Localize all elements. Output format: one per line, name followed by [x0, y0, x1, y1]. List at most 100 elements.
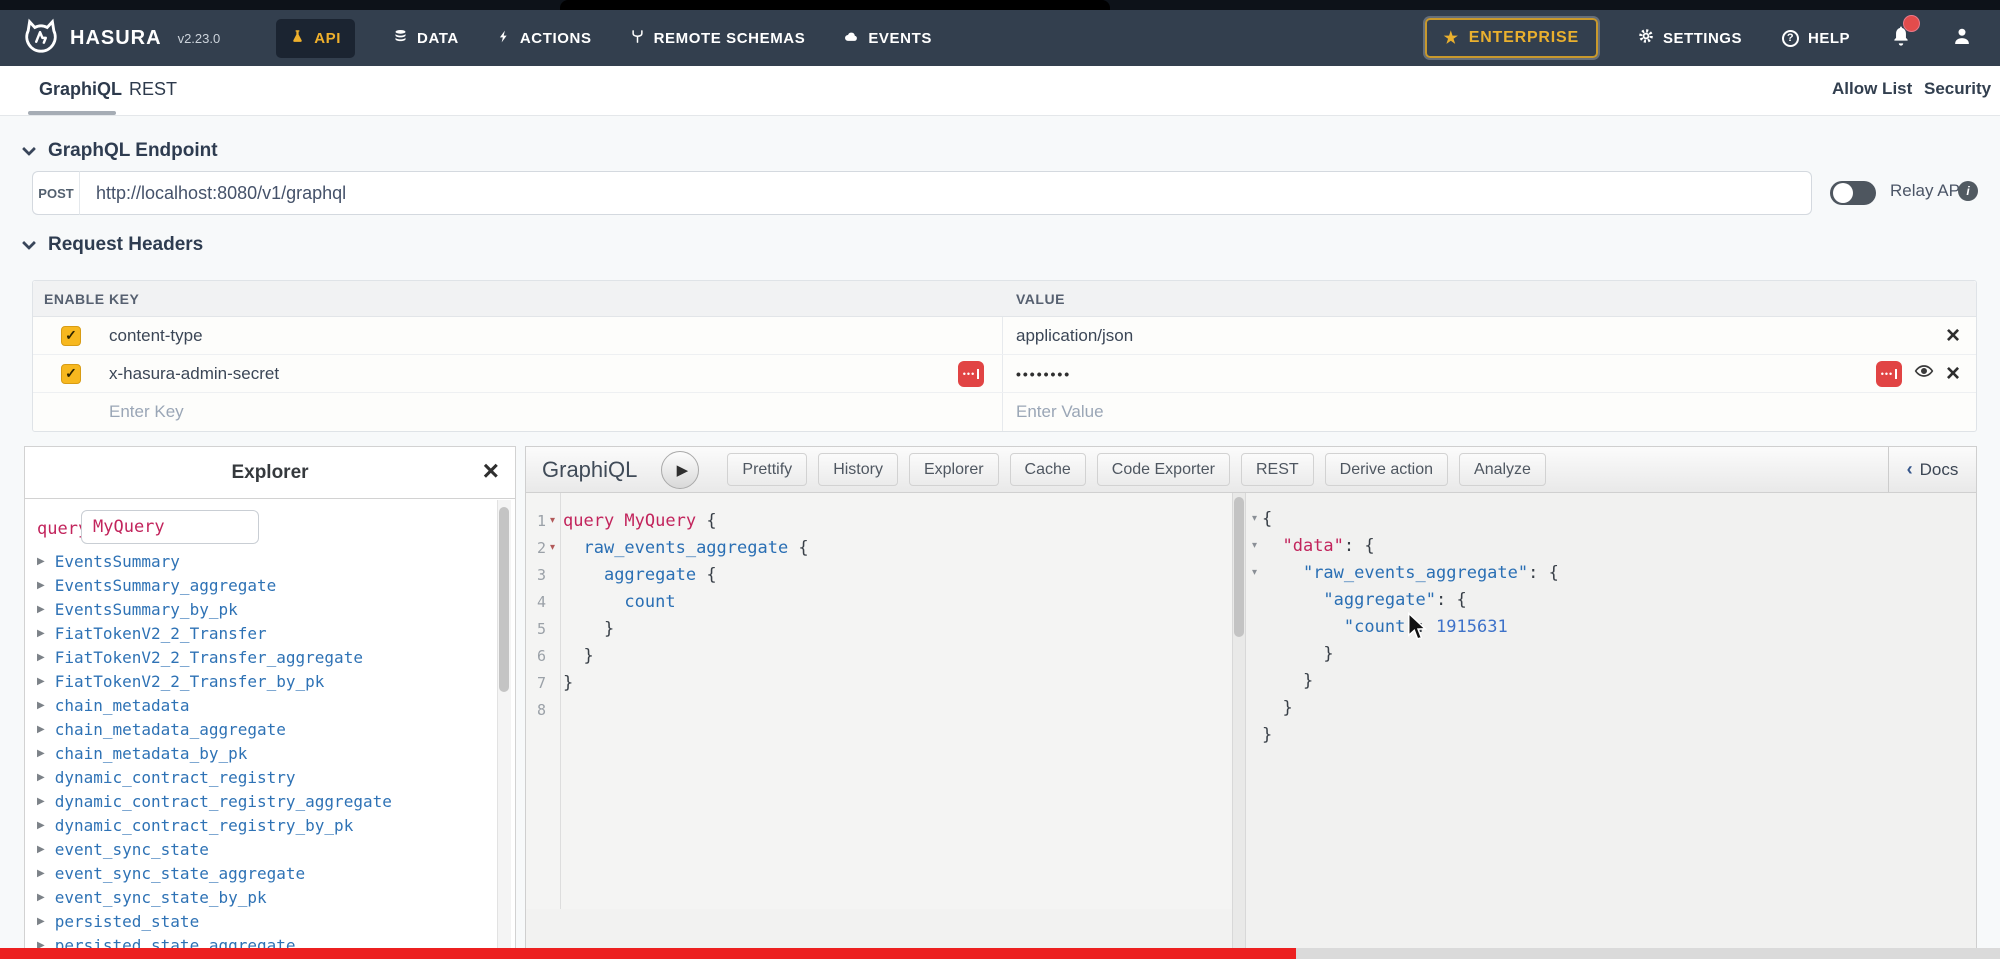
- nav-item-remote-schemas[interactable]: REMOTE SCHEMAS: [630, 29, 806, 48]
- relay-api-toggle[interactable]: [1830, 181, 1876, 205]
- code-exporter-button[interactable]: Code Exporter: [1096, 453, 1230, 486]
- column-value: VALUE: [1016, 290, 1065, 307]
- explorer-field[interactable]: ▶ chain_metadata_by_pk: [37, 743, 248, 763]
- tab-security[interactable]: Security: [1924, 79, 1992, 98]
- analyze-button[interactable]: Analyze: [1459, 453, 1546, 486]
- explorer-button[interactable]: Explorer: [908, 453, 999, 486]
- query-name-input[interactable]: MyQuery: [81, 510, 259, 544]
- query-keyword-label: query: [37, 519, 89, 539]
- endpoint-row: POST http://localhost:8080/v1/graphql: [32, 171, 1812, 215]
- explorer-field[interactable]: ▶ EventsSummary_by_pk: [37, 599, 238, 619]
- enable-checkbox[interactable]: ✓: [61, 325, 81, 346]
- editor-gutter: 1 ▾ 2 ▾ 3 4 5 6 7 8: [526, 493, 561, 909]
- rest-button[interactable]: REST: [1240, 453, 1314, 486]
- chevron-down-icon: [21, 235, 37, 251]
- close-icon[interactable]: ×: [482, 455, 499, 486]
- header-key-input[interactable]: content-type: [109, 325, 203, 345]
- remove-header-icon[interactable]: ×: [1945, 359, 1960, 387]
- tab-graphiql[interactable]: GraphiQL: [39, 79, 123, 99]
- window-top-strip: [0, 0, 2000, 10]
- brand-name: HASURA: [70, 26, 162, 49]
- docs-button[interactable]: ‹ Docs: [1888, 447, 1976, 492]
- expand-arrow-icon: ▶: [37, 675, 45, 687]
- bolt-icon: [497, 29, 511, 48]
- explorer-field[interactable]: ▶ persisted_state_aggregate: [37, 935, 296, 950]
- history-button[interactable]: History: [818, 453, 898, 486]
- remove-header-icon[interactable]: ×: [1945, 321, 1960, 349]
- explorer-field[interactable]: ▶ dynamic_contract_registry: [37, 767, 296, 787]
- explorer-field[interactable]: ▶ event_sync_state_aggregate: [37, 863, 306, 883]
- explorer-field[interactable]: ▶ EventsSummary: [37, 551, 180, 571]
- prettify-button[interactable]: Prettify: [727, 453, 808, 486]
- scrollbar-thumb[interactable]: [1234, 497, 1244, 637]
- fold-arrow-icon[interactable]: ▾: [1251, 540, 1258, 551]
- explorer-field[interactable]: ▶ FiatTokenV2_2_Transfer_by_pk: [37, 671, 325, 691]
- explorer-field[interactable]: ▶ event_sync_state: [37, 839, 209, 859]
- flask-icon: [290, 29, 305, 48]
- enter-value-input[interactable]: Enter Value: [1016, 402, 1104, 421]
- masked-secret-value[interactable]: ••••••••: [1016, 365, 1072, 382]
- response-json: { "data": { "raw_events_aggregate": { "a…: [1262, 508, 1559, 745]
- password-manager-icon[interactable]: •••: [1875, 360, 1902, 387]
- toolbar-buttons: Prettify History Explorer Cache Code Exp…: [727, 453, 1546, 486]
- response-gutter: ▾ ▾ ▾: [1248, 505, 1261, 586]
- execute-query-button[interactable]: ▶: [661, 450, 700, 489]
- notifications-button[interactable]: [1890, 14, 1920, 53]
- explorer-field[interactable]: ▶ dynamic_contract_registry_aggregate: [37, 791, 392, 811]
- explorer-field[interactable]: ▶ FiatTokenV2_2_Transfer_aggregate: [37, 647, 363, 667]
- user-menu-button[interactable]: [1952, 26, 1972, 51]
- explorer-field[interactable]: ▶ dynamic_contract_registry_by_pk: [37, 815, 354, 835]
- expand-arrow-icon: ▶: [37, 555, 45, 567]
- enterprise-button[interactable]: ★ ENTERPRISE: [1424, 18, 1598, 58]
- derive-action-button[interactable]: Derive action: [1324, 453, 1449, 486]
- settings-button[interactable]: SETTINGS: [1638, 28, 1742, 48]
- progress-bar[interactable]: [0, 948, 2000, 959]
- explorer-field[interactable]: ▶ chain_metadata: [37, 695, 190, 715]
- section-title: GraphQL Endpoint: [48, 140, 218, 161]
- enter-key-input[interactable]: Enter Key: [109, 402, 184, 421]
- new-header-row: Enter Key Enter Value: [33, 393, 1976, 431]
- query-editor[interactable]: 1 ▾ 2 ▾ 3 4 5 6 7 8 query MyQuery { raw_ev…: [526, 493, 1232, 909]
- tab-allow-list[interactable]: Allow List: [1832, 79, 1913, 98]
- help-button[interactable]: ? HELP: [1781, 29, 1850, 47]
- fold-arrow-icon[interactable]: ▾: [1251, 567, 1258, 578]
- hasura-logo-icon: [22, 17, 60, 60]
- explorer-field[interactable]: ▶ chain_metadata_aggregate: [37, 719, 286, 739]
- endpoint-url-input[interactable]: http://localhost:8080/v1/graphql: [80, 171, 1812, 215]
- hasura-brand[interactable]: HASURA v2.23.0: [22, 17, 220, 60]
- enable-checkbox[interactable]: ✓: [61, 363, 81, 384]
- header-value-input[interactable]: application/json: [1016, 325, 1134, 345]
- info-icon[interactable]: i: [1958, 181, 1978, 201]
- cache-button[interactable]: Cache: [1009, 453, 1086, 486]
- expand-arrow-icon: ▶: [37, 915, 45, 927]
- explorer-title: Explorer ×: [25, 447, 515, 499]
- tab-rest[interactable]: REST: [129, 79, 178, 99]
- fold-arrow-icon[interactable]: ▾: [549, 542, 556, 553]
- nav-item-actions[interactable]: ACTIONS: [497, 29, 592, 48]
- expand-arrow-icon: ▶: [37, 891, 45, 903]
- table-row: ✓ content-type application/json ×: [33, 317, 1976, 355]
- graphql-endpoint-section-header[interactable]: GraphQL Endpoint: [21, 140, 218, 162]
- nav-item-events[interactable]: EVENTS: [843, 29, 932, 48]
- explorer-field[interactable]: ▶ FiatTokenV2_2_Transfer: [37, 623, 267, 643]
- fold-arrow-icon[interactable]: ▾: [1251, 513, 1258, 524]
- password-manager-icon[interactable]: •••: [958, 360, 984, 387]
- database-icon: [393, 29, 408, 48]
- fork-icon: [630, 29, 645, 48]
- explorer-field[interactable]: ▶ EventsSummary_aggregate: [37, 575, 277, 595]
- nav-right-group: ★ ENTERPRISE SETTINGS ? HELP: [1424, 14, 2000, 58]
- fold-arrow-icon[interactable]: ▾: [549, 515, 556, 526]
- request-headers-section-header[interactable]: Request Headers: [21, 234, 203, 256]
- table-row: ✓ x-hasura-admin-secret ••• •••••••• •••…: [33, 355, 1976, 393]
- nav-item-api[interactable]: API: [276, 18, 356, 58]
- toggle-knob: [1833, 183, 1853, 203]
- eye-icon[interactable]: [1913, 361, 1935, 386]
- header-key-input[interactable]: x-hasura-admin-secret: [109, 363, 280, 383]
- help-icon: ?: [1781, 29, 1799, 47]
- expand-arrow-icon: ▶: [37, 747, 45, 759]
- scrollbar-thumb[interactable]: [499, 507, 509, 692]
- nav-item-data[interactable]: DATA: [393, 29, 459, 48]
- column-enable: ENABLE: [44, 290, 105, 307]
- explorer-field[interactable]: ▶ persisted_state: [37, 911, 200, 931]
- explorer-field[interactable]: ▶ event_sync_state_by_pk: [37, 887, 267, 907]
